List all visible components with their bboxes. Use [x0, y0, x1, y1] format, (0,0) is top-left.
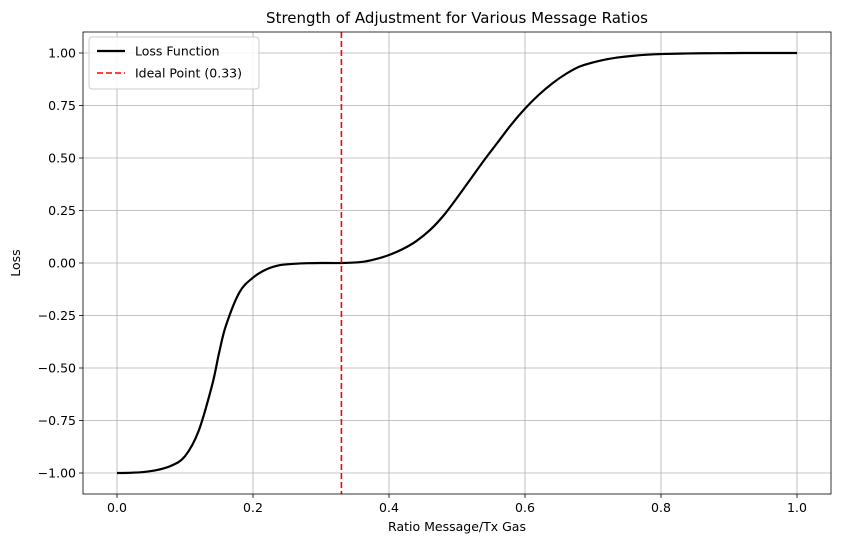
x-tick-label: 0.6: [515, 500, 535, 515]
grid: [83, 32, 831, 494]
y-tick-label: −0.25: [38, 308, 76, 323]
loss-function-line: [116, 51, 797, 475]
y-tick-label: 0.00: [48, 256, 76, 271]
y-tick-label: −0.75: [38, 413, 76, 428]
y-tick-label: −0.50: [38, 361, 76, 376]
y-tick-label: 1.00: [48, 46, 76, 61]
legend-box: [88, 36, 260, 90]
legend-label-ideal-point: Ideal Point (0.33): [135, 66, 242, 81]
y-axis-label: Loss: [8, 249, 23, 276]
x-tick-label: 1.0: [787, 500, 807, 515]
x-axis-label: Ratio Message/Tx Gas: [388, 519, 526, 534]
x-tick-label: 0.0: [107, 500, 127, 515]
legend: Loss Function Ideal Point (0.33): [88, 36, 260, 90]
x-tick-label: 0.2: [243, 500, 263, 515]
y-tick-label: 0.75: [48, 98, 76, 113]
y-tick-label: 0.50: [48, 151, 76, 166]
ticks: 0.0 0.2 0.4 0.6 0.8 1.0 −1.00 −0.75 −0.50 −0.25 0.…: [38, 46, 807, 516]
legend-label-loss-function: Loss Function: [135, 44, 220, 59]
x-tick-label: 0.4: [379, 500, 399, 515]
chart-title: Strength of Adjustment for Various Messa…: [266, 9, 648, 27]
y-tick-label: 0.25: [48, 203, 76, 218]
x-tick-label: 0.8: [651, 500, 671, 515]
y-tick-label: −1.00: [38, 466, 76, 481]
plot-lines: [116, 32, 797, 494]
